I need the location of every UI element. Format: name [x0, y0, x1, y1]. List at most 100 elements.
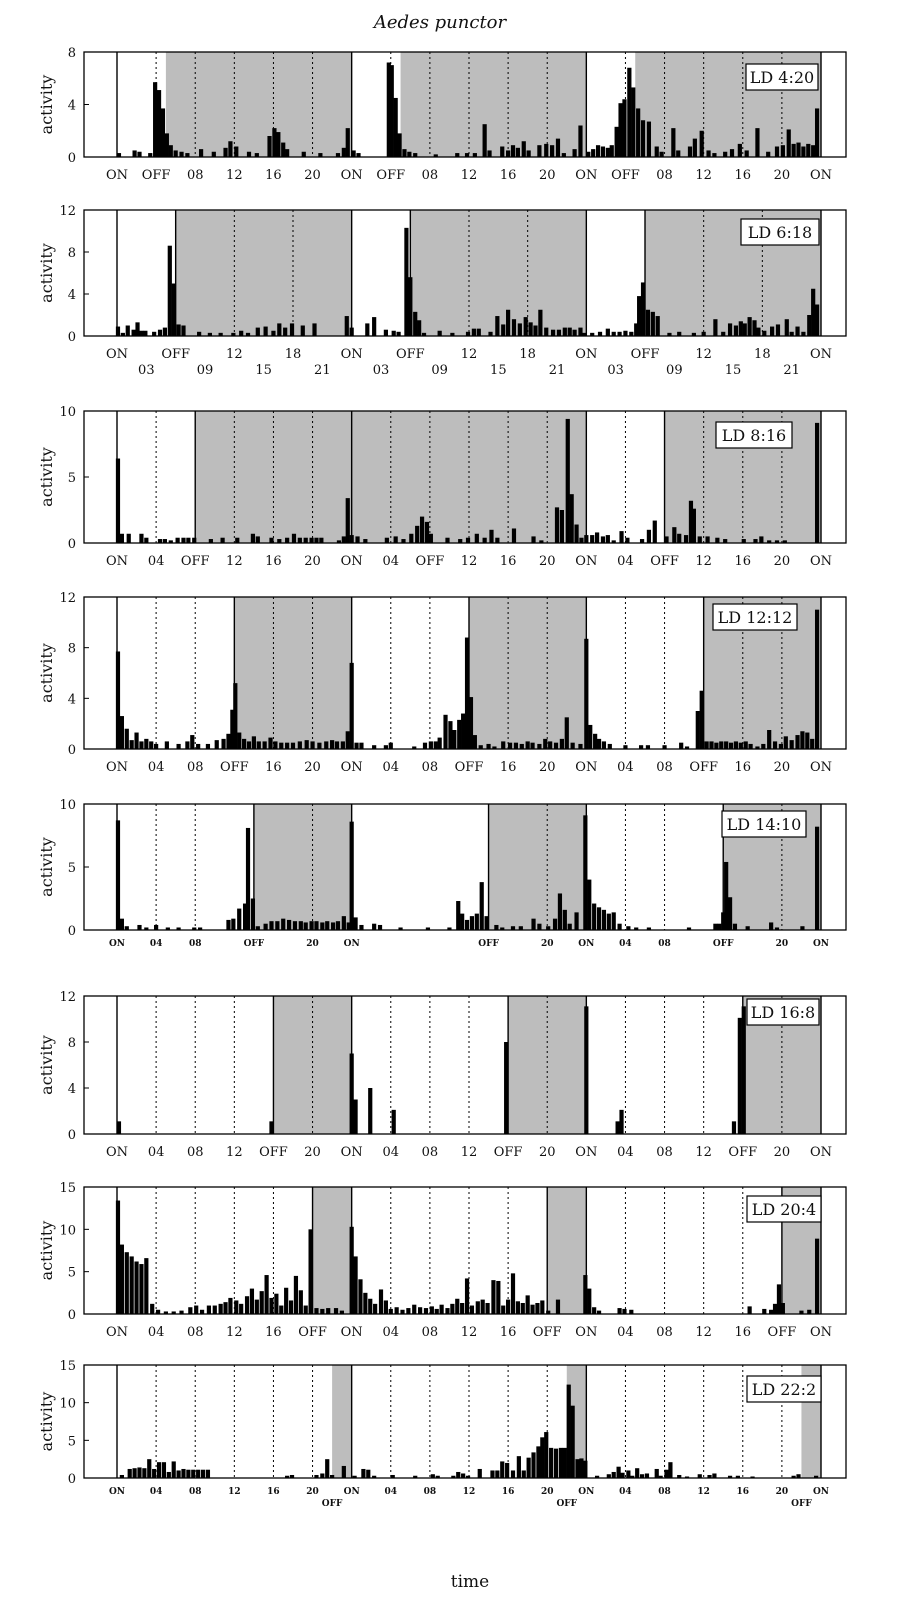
activity-bar [167, 245, 172, 336]
activity-bar [272, 128, 277, 157]
activity-bar [479, 882, 484, 930]
ytick-label: 8 [68, 246, 76, 261]
xtick-label: ON [341, 1325, 363, 1340]
activity-bar [157, 329, 163, 336]
activity-bar [199, 1309, 205, 1314]
activity-bar [144, 1258, 149, 1314]
activity-bar [407, 151, 412, 157]
activity-bar [557, 893, 563, 930]
activity-bar [558, 1447, 564, 1478]
xtick-label: 08 [424, 1487, 437, 1497]
y-axis-label: activity [37, 837, 56, 897]
activity-bar [271, 330, 276, 336]
activity-bar [713, 923, 718, 930]
activity-bar [326, 1308, 331, 1314]
activity-bar [211, 151, 216, 157]
activity-bar [160, 108, 166, 157]
xtick-label: 12 [463, 1487, 476, 1497]
activity-bar [268, 737, 273, 749]
xtick-label: 16 [735, 1325, 752, 1340]
plot-frame [83, 596, 847, 750]
activity-bar [276, 132, 281, 157]
xtick-label: OFF [142, 168, 171, 183]
activity-bar [239, 1303, 244, 1314]
xtick-label: 04 [617, 1145, 634, 1160]
activity-bar [476, 328, 481, 336]
xtick-label: 12 [461, 554, 478, 569]
xtick-label: ON [106, 168, 128, 183]
activity-bar [677, 1474, 682, 1478]
activity-bar [662, 745, 667, 749]
activity-bar [800, 731, 805, 749]
xtick-label: ON [813, 1487, 829, 1497]
xtick-label: 15 [725, 363, 742, 378]
dark-phase [234, 597, 352, 749]
activity-bar [166, 1471, 171, 1478]
activity-bar [400, 1309, 405, 1314]
activity-bar [319, 537, 324, 543]
activity-bar [251, 736, 256, 749]
activity-bar [578, 125, 583, 157]
activity-bar [784, 319, 789, 336]
xtick-label: 16 [265, 760, 282, 775]
xtick-label: 12 [695, 554, 712, 569]
activity-bar [644, 1473, 650, 1478]
dark-phase [547, 1187, 587, 1314]
activity-bar [126, 533, 131, 543]
activity-bar [697, 1474, 702, 1478]
activity-bar [801, 146, 806, 157]
activity-bar [340, 741, 345, 749]
activity-bar [539, 540, 544, 543]
activity-bar [197, 331, 202, 336]
activity-bar [605, 328, 610, 336]
activity-bar [619, 1109, 624, 1134]
activity-bar [500, 1461, 505, 1478]
activity-bar [606, 913, 611, 930]
activity-bar [394, 1307, 399, 1314]
activity-bar [245, 332, 251, 336]
xtick-label: 20 [304, 554, 321, 569]
activity-bar [147, 1459, 152, 1478]
activity-bar [415, 525, 420, 543]
xtick-label: 09 [197, 363, 214, 378]
activity-bar [433, 741, 438, 749]
activity-bar [192, 927, 197, 930]
activity-bar [457, 719, 462, 749]
activity-bar [554, 507, 560, 543]
ytick-label: 5 [68, 1266, 76, 1281]
activity-bar [741, 1006, 746, 1134]
ytick-label: 5 [68, 471, 76, 486]
activity-bar [406, 1308, 411, 1314]
activity-bar [165, 927, 170, 930]
activity-bar [430, 1474, 435, 1478]
activity-bar [263, 923, 268, 930]
activity-bar [285, 537, 290, 543]
activity-bar [637, 296, 642, 336]
activity-bar [517, 323, 522, 336]
ytick-label: 4 [68, 692, 76, 707]
xtick-label: ON [344, 939, 360, 949]
panel-5: 0 5 10 activity ON 04 08 OFF 20 ON OFF 20 ON 04 08 OFF 2… [37, 798, 847, 949]
activity-bar [546, 926, 551, 930]
activity-bar [611, 1471, 616, 1478]
activity-bar [255, 926, 260, 930]
activity-bar [747, 1306, 752, 1314]
activity-bar [330, 922, 336, 930]
activity-bar [460, 1302, 465, 1314]
activity-bar [615, 1121, 620, 1134]
activity-bar [137, 924, 142, 930]
activity-bar [783, 736, 788, 749]
activity-bar [475, 1301, 480, 1314]
activity-bar [748, 743, 753, 749]
xtick-label: 16 [500, 760, 517, 775]
activity-bar [346, 922, 351, 930]
activity-bar [191, 1469, 196, 1478]
xtick-label: OFF [322, 1499, 343, 1509]
activity-bar [721, 912, 726, 930]
activity-bar [501, 741, 506, 749]
xtick-label: 04 [383, 1325, 400, 1340]
activity-bar [269, 1297, 274, 1314]
ytick-label: 0 [68, 1128, 76, 1143]
activity-bar [263, 326, 268, 336]
activity-bar [433, 154, 438, 157]
